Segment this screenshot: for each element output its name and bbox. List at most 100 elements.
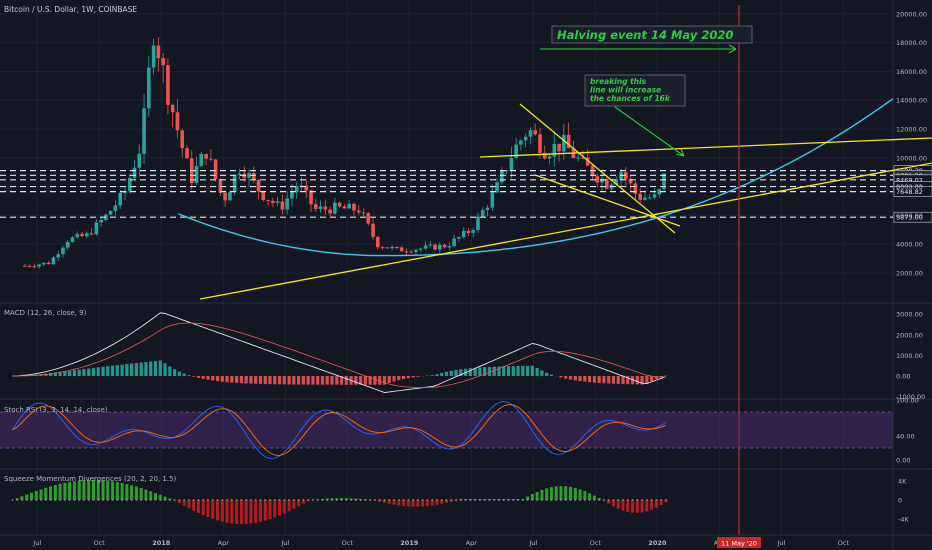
macd-histogram-bar xyxy=(359,376,363,385)
squeeze-bar xyxy=(430,500,434,506)
breakout-note-line-2: the chances of 16k xyxy=(590,94,671,103)
macd-histogram-bar xyxy=(68,370,72,376)
candle-body xyxy=(404,251,409,253)
squeeze-dot xyxy=(125,499,128,501)
squeeze-dot xyxy=(593,499,596,501)
squeeze-bar xyxy=(82,480,86,500)
level-price-label: 8469.02 xyxy=(896,176,923,184)
macd-histogram-bar xyxy=(540,370,544,376)
macd-histogram-bar xyxy=(525,365,530,376)
squeeze-bar xyxy=(34,490,38,500)
candle-body xyxy=(490,192,495,208)
macd-histogram-bar xyxy=(235,376,239,383)
squeeze-bar xyxy=(397,500,401,506)
squeeze-dot xyxy=(564,499,567,501)
candle-body xyxy=(504,170,509,172)
squeeze-bar xyxy=(187,500,191,509)
squeeze-bar xyxy=(378,500,382,502)
candle-body xyxy=(175,112,180,131)
candle-body xyxy=(390,246,394,249)
candle-body xyxy=(562,134,566,152)
macd-histogram-bar xyxy=(344,376,348,385)
squeeze-dot xyxy=(541,499,543,501)
squeeze-dot xyxy=(517,499,519,501)
candle-body xyxy=(514,144,518,158)
price-axis-tick: 18000.00 xyxy=(896,39,927,47)
candle-body xyxy=(423,245,428,249)
squeeze-bar xyxy=(583,491,587,500)
candle-body xyxy=(80,233,84,237)
price-axis-tick: 10000.00 xyxy=(896,154,927,162)
squeeze-dot xyxy=(426,499,429,501)
squeeze-bar xyxy=(268,500,272,520)
halving-label-box xyxy=(551,25,753,44)
squeeze-dot xyxy=(560,499,562,501)
squeeze-bar xyxy=(29,492,33,500)
macd-histogram-bar xyxy=(382,376,387,385)
candle-body xyxy=(223,192,227,201)
candle-body xyxy=(99,219,103,223)
candle-body xyxy=(547,156,552,159)
macd-histogram-bar xyxy=(220,376,224,382)
squeeze-dot xyxy=(579,499,581,501)
macd-histogram-bar xyxy=(373,376,377,385)
candle-body xyxy=(619,172,623,180)
squeeze-dot xyxy=(407,499,410,501)
candle-body xyxy=(380,247,385,249)
squeeze-bar xyxy=(101,480,105,500)
squeeze-bar xyxy=(549,487,553,500)
macd-histogram-bar xyxy=(287,376,291,385)
squeeze-bar xyxy=(244,500,248,524)
macd-histogram-bar xyxy=(239,376,243,384)
squeeze-dot xyxy=(278,499,281,501)
breakout-note-line-1: line will increase xyxy=(590,86,661,95)
squeeze-bar xyxy=(220,500,224,522)
candle-body xyxy=(323,206,328,210)
candle-body xyxy=(166,65,170,105)
squeeze-dot xyxy=(636,499,639,501)
candle-body xyxy=(447,246,452,248)
squeeze-bar xyxy=(645,500,649,512)
main-chart-title: Bitcoin / U.S. Dollar, 1W, COINBASE xyxy=(4,5,137,14)
squeeze-dot xyxy=(326,499,329,501)
candle-body xyxy=(557,143,561,152)
stoch-d-line xyxy=(12,404,667,456)
macd-line xyxy=(12,312,667,393)
time-axis-tick: Jul xyxy=(776,539,785,547)
macd-histogram-bar xyxy=(387,376,391,383)
squeeze-dot xyxy=(211,499,214,501)
macd-histogram-bar xyxy=(215,376,220,382)
squeeze-dot xyxy=(612,499,615,501)
squeeze-bar xyxy=(635,500,639,513)
squeeze-bar xyxy=(144,489,148,500)
macd-histogram-bar xyxy=(106,366,110,376)
macd-histogram-bar xyxy=(511,366,515,376)
squeeze-dot xyxy=(207,499,209,501)
candle-body xyxy=(89,233,94,235)
squeeze-dot xyxy=(16,499,19,501)
candle-body xyxy=(662,173,666,190)
candle-body xyxy=(42,262,46,265)
candle-body xyxy=(27,265,32,267)
squeeze-dot xyxy=(321,499,324,501)
candle-body xyxy=(108,210,113,215)
squeeze-dot xyxy=(254,499,257,501)
squeeze-dot xyxy=(569,499,572,501)
squeeze-dot xyxy=(40,499,42,501)
squeeze-bar xyxy=(158,494,162,500)
macd-histogram-bar xyxy=(225,376,229,383)
macd-histogram-bar xyxy=(149,361,153,376)
squeeze-bar xyxy=(344,498,348,500)
macd-histogram-bar xyxy=(440,372,444,376)
squeeze-dot xyxy=(431,499,434,501)
squeeze-dot xyxy=(478,499,481,501)
macd-histogram-bar xyxy=(411,376,415,378)
candle-body xyxy=(428,244,433,246)
macd-histogram-bar xyxy=(134,363,139,376)
squeeze-dot xyxy=(221,499,224,501)
squeeze-dot xyxy=(149,499,152,501)
squeeze-dot xyxy=(393,499,395,501)
squeeze-dot xyxy=(488,499,491,501)
squeeze-histogram xyxy=(11,479,668,524)
